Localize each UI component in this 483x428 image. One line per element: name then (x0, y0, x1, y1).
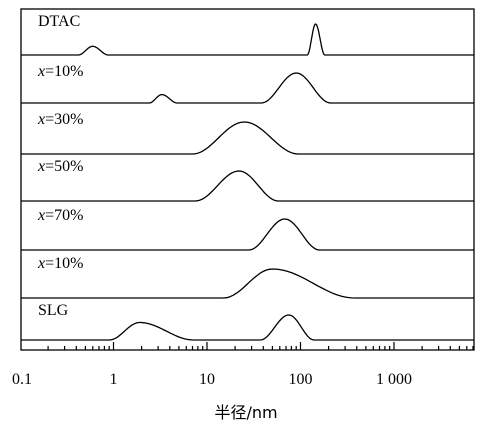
series-3: x=30% (21, 111, 474, 155)
x-tick-label: 0.1 (12, 371, 32, 388)
series-curve (21, 268, 474, 299)
series-curve (21, 23, 474, 56)
series-curve (21, 72, 474, 104)
series-label: DTAC (38, 13, 80, 30)
x-tick-label: 1 (110, 371, 118, 388)
series-4: x=50% (21, 158, 474, 202)
series-label: x=70% (37, 207, 83, 224)
x-axis-label: 半径/nm (214, 403, 277, 422)
series-5: x=70% (21, 207, 474, 251)
series-label: x=10% (37, 255, 83, 272)
series-label: SLG (38, 302, 69, 319)
series-label: x=50% (37, 158, 83, 175)
series-label: x=10% (37, 63, 83, 80)
series-6: x=10% (21, 255, 474, 299)
x-tick-label: 100 (289, 371, 313, 388)
series-1: DTAC (21, 13, 474, 56)
x-axis-tick-labels: 0.1 1 10 100 1 000 (12, 371, 412, 388)
x-tick-label: 10 (199, 371, 215, 388)
series-curve (21, 314, 474, 341)
series-label: x=30% (37, 111, 83, 128)
series-curve (21, 170, 474, 202)
plot-frame (20, 8, 475, 351)
series-curve (21, 218, 474, 251)
x-tick-label: 1 000 (376, 371, 412, 388)
series-7: SLG (21, 302, 474, 341)
x-axis-ticks (47, 342, 474, 350)
series-2: x=10% (21, 63, 474, 104)
series-curves: DTAC x=10% x=30% x=50% x=70% x=10% SLG (21, 13, 474, 341)
series-curve (21, 121, 474, 155)
